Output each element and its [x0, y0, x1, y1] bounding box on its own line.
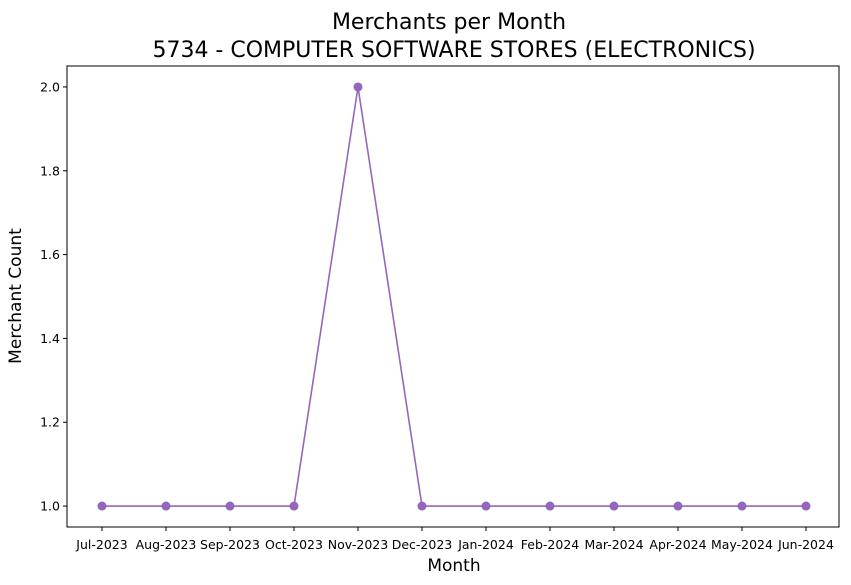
y-axis-label: Merchant Count — [6, 228, 26, 364]
x-tick-label: Mar-2024 — [584, 537, 643, 552]
x-tick-label: Jun-2024 — [777, 537, 834, 552]
x-tick-label: Oct-2023 — [265, 537, 323, 552]
data-point — [97, 501, 107, 511]
y-axis-ticks: 1.0 1.2 1.4 1.6 1.8 2.0 — [40, 79, 67, 514]
data-point — [225, 501, 235, 511]
x-tick-label: Aug-2023 — [136, 537, 197, 552]
data-point — [801, 501, 811, 511]
y-tick-label: 2.0 — [40, 79, 60, 94]
data-point — [481, 501, 491, 511]
data-point — [353, 82, 363, 92]
data-point — [545, 501, 555, 511]
x-tick-label: Jan-2024 — [457, 537, 514, 552]
x-tick-label: Dec-2023 — [392, 537, 453, 552]
y-tick-label: 1.2 — [40, 415, 60, 430]
x-tick-label: Apr-2024 — [649, 537, 706, 552]
y-tick-label: 1.6 — [40, 247, 60, 262]
y-tick-label: 1.4 — [40, 331, 60, 346]
data-point — [289, 501, 299, 511]
x-tick-label: Feb-2024 — [521, 537, 580, 552]
chart-title-line1: Merchants per Month — [332, 10, 566, 35]
series-line — [97, 82, 811, 511]
x-tick-label: Sep-2023 — [200, 537, 260, 552]
x-axis-label: Month — [427, 556, 480, 576]
data-point — [161, 501, 171, 511]
plot-area — [66, 65, 840, 528]
y-tick-label: 1.8 — [40, 163, 60, 178]
x-tick-label: Jul-2023 — [75, 537, 127, 552]
data-point — [417, 501, 427, 511]
x-tick-label: Nov-2023 — [328, 537, 388, 552]
chart-title-line2: 5734 - COMPUTER SOFTWARE STORES (ELECTRO… — [152, 38, 755, 63]
data-point — [673, 501, 683, 511]
x-tick-label: May-2024 — [711, 537, 773, 552]
axes-frame — [66, 65, 840, 528]
x-axis-ticks: Jul-2023 Aug-2023 Sep-2023 Oct-2023 Nov-2023… — [75, 527, 834, 552]
data-point — [737, 501, 747, 511]
y-tick-label: 1.0 — [40, 499, 60, 514]
series-polyline — [102, 86, 806, 507]
data-point — [609, 501, 619, 511]
